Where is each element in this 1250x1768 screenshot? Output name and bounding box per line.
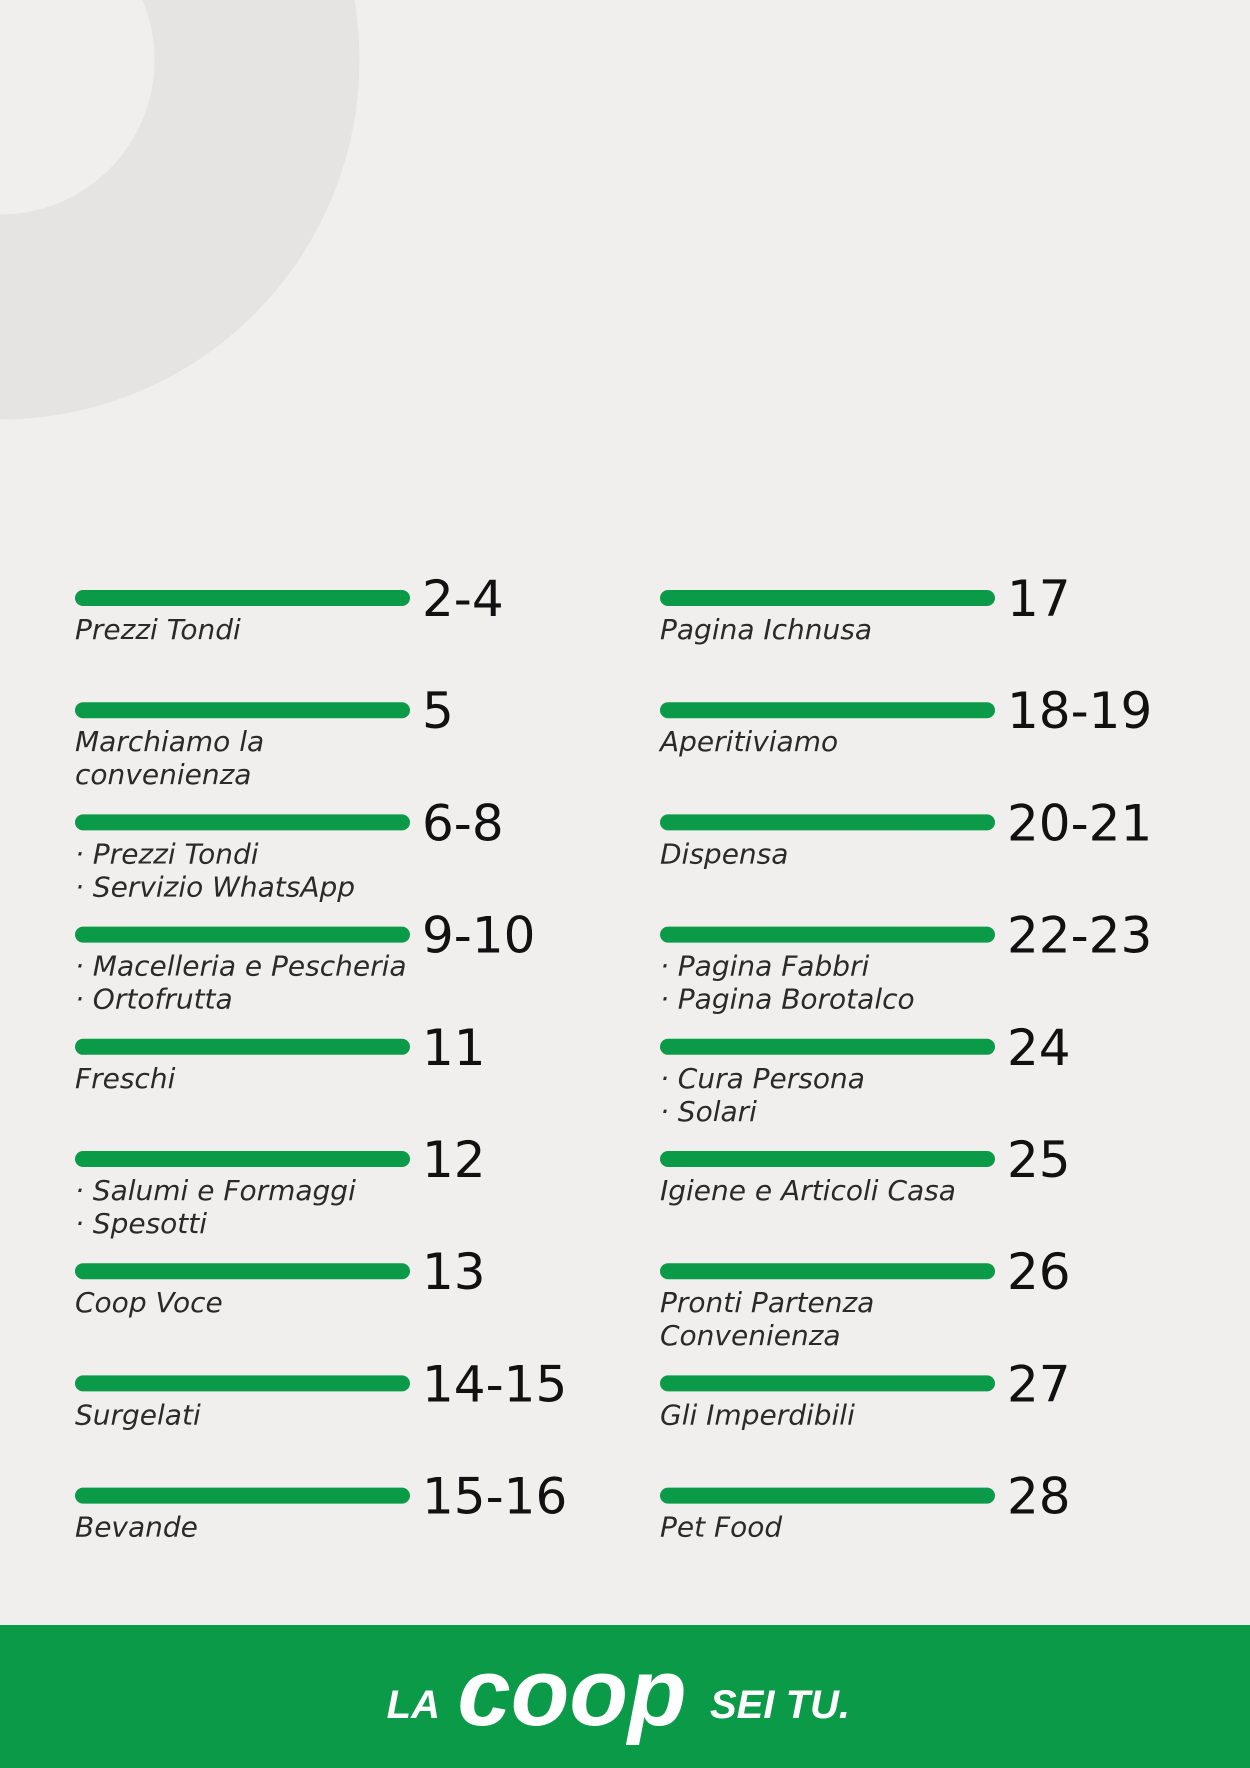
section-label: · Macelleria e Pescheria <box>75 950 407 983</box>
page-number: 14-15 <box>422 1355 567 1413</box>
section-label: · Servizio WhatsApp <box>75 870 355 903</box>
bar <box>660 590 995 606</box>
section-label: · Ortofrutta <box>75 983 233 1016</box>
bar <box>75 1263 410 1280</box>
bar <box>75 702 410 719</box>
section-label: Surgelati <box>75 1398 201 1431</box>
section-label: convenienza <box>75 758 251 791</box>
page-number: 6-8 <box>422 794 504 852</box>
page-number: 22-23 <box>1007 907 1152 965</box>
page-number: 18-19 <box>1007 682 1152 740</box>
section-label: · Pagina Fabbri <box>660 950 870 983</box>
bar <box>75 1038 410 1055</box>
page-number: 5 <box>422 682 454 740</box>
page-number: 9-10 <box>422 907 535 965</box>
section-label: Pagina Ichnusa <box>660 613 872 646</box>
bar <box>75 926 410 943</box>
section-label: Pet Food <box>660 1511 782 1544</box>
section-label: Bevande <box>75 1511 198 1544</box>
section-label: Dispensa <box>660 837 788 870</box>
page-number: 20-21 <box>1007 794 1152 852</box>
page-number: 17 <box>1007 570 1071 628</box>
section-label: Freschi <box>75 1062 176 1095</box>
bar <box>660 1038 995 1055</box>
page-number: 27 <box>1007 1355 1071 1413</box>
section-label: Coop Voce <box>75 1286 223 1319</box>
footer-logo: coop <box>457 1639 686 1746</box>
page-number: 26 <box>1007 1243 1071 1301</box>
bar <box>660 814 995 831</box>
section-label: · Salumi e Formaggi <box>75 1174 356 1207</box>
bar <box>75 1375 410 1392</box>
section-label: Igiene e Articoli Casa <box>660 1174 956 1207</box>
footer-band <box>0 1625 1250 1768</box>
page-number: 2-4 <box>422 570 504 628</box>
page-number: 28 <box>1007 1468 1071 1526</box>
section-label: Prezzi Tondi <box>75 613 241 646</box>
bar <box>660 702 995 719</box>
footer-sei-tu: SEI TU. <box>710 1683 850 1727</box>
bar <box>660 926 995 943</box>
footer-la: LA <box>387 1683 440 1727</box>
page-number: 13 <box>422 1243 486 1301</box>
bar <box>660 1263 995 1280</box>
section-label: Convenienza <box>660 1319 841 1352</box>
section-label: · Cura Persona <box>660 1062 865 1095</box>
page-number: 15-16 <box>422 1468 567 1526</box>
section-label: · Spesotti <box>75 1207 207 1240</box>
page-number: 11 <box>422 1019 486 1077</box>
bar <box>75 814 410 831</box>
bar <box>75 590 410 606</box>
section-label: · Pagina Borotalco <box>660 983 915 1016</box>
section-label: Pronti Partenza <box>660 1286 874 1319</box>
background-ring <box>0 0 360 420</box>
bar <box>660 1151 995 1167</box>
page-number: 24 <box>1007 1019 1071 1077</box>
section-label: Marchiamo la <box>75 725 264 758</box>
bar <box>660 1487 995 1504</box>
section-label: · Prezzi Tondi <box>75 837 259 870</box>
section-label: Aperitiviamo <box>658 725 838 758</box>
bar <box>660 1375 995 1392</box>
page-number: 12 <box>422 1131 486 1189</box>
page-number: 25 <box>1007 1131 1071 1189</box>
section-label: Gli Imperdibili <box>660 1398 855 1431</box>
bar <box>75 1487 410 1504</box>
section-label: · Solari <box>660 1095 757 1128</box>
bar <box>75 1151 410 1167</box>
